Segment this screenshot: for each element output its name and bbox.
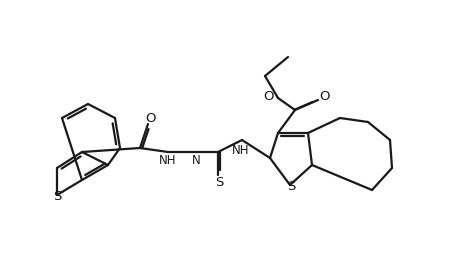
Text: NH: NH [159,154,177,167]
Text: O: O [146,113,156,125]
Text: NH: NH [232,144,250,156]
Text: S: S [287,181,295,194]
Text: O: O [264,90,274,103]
Text: N: N [192,154,200,167]
Text: S: S [53,189,61,202]
Text: S: S [215,177,223,189]
Text: O: O [319,90,329,103]
